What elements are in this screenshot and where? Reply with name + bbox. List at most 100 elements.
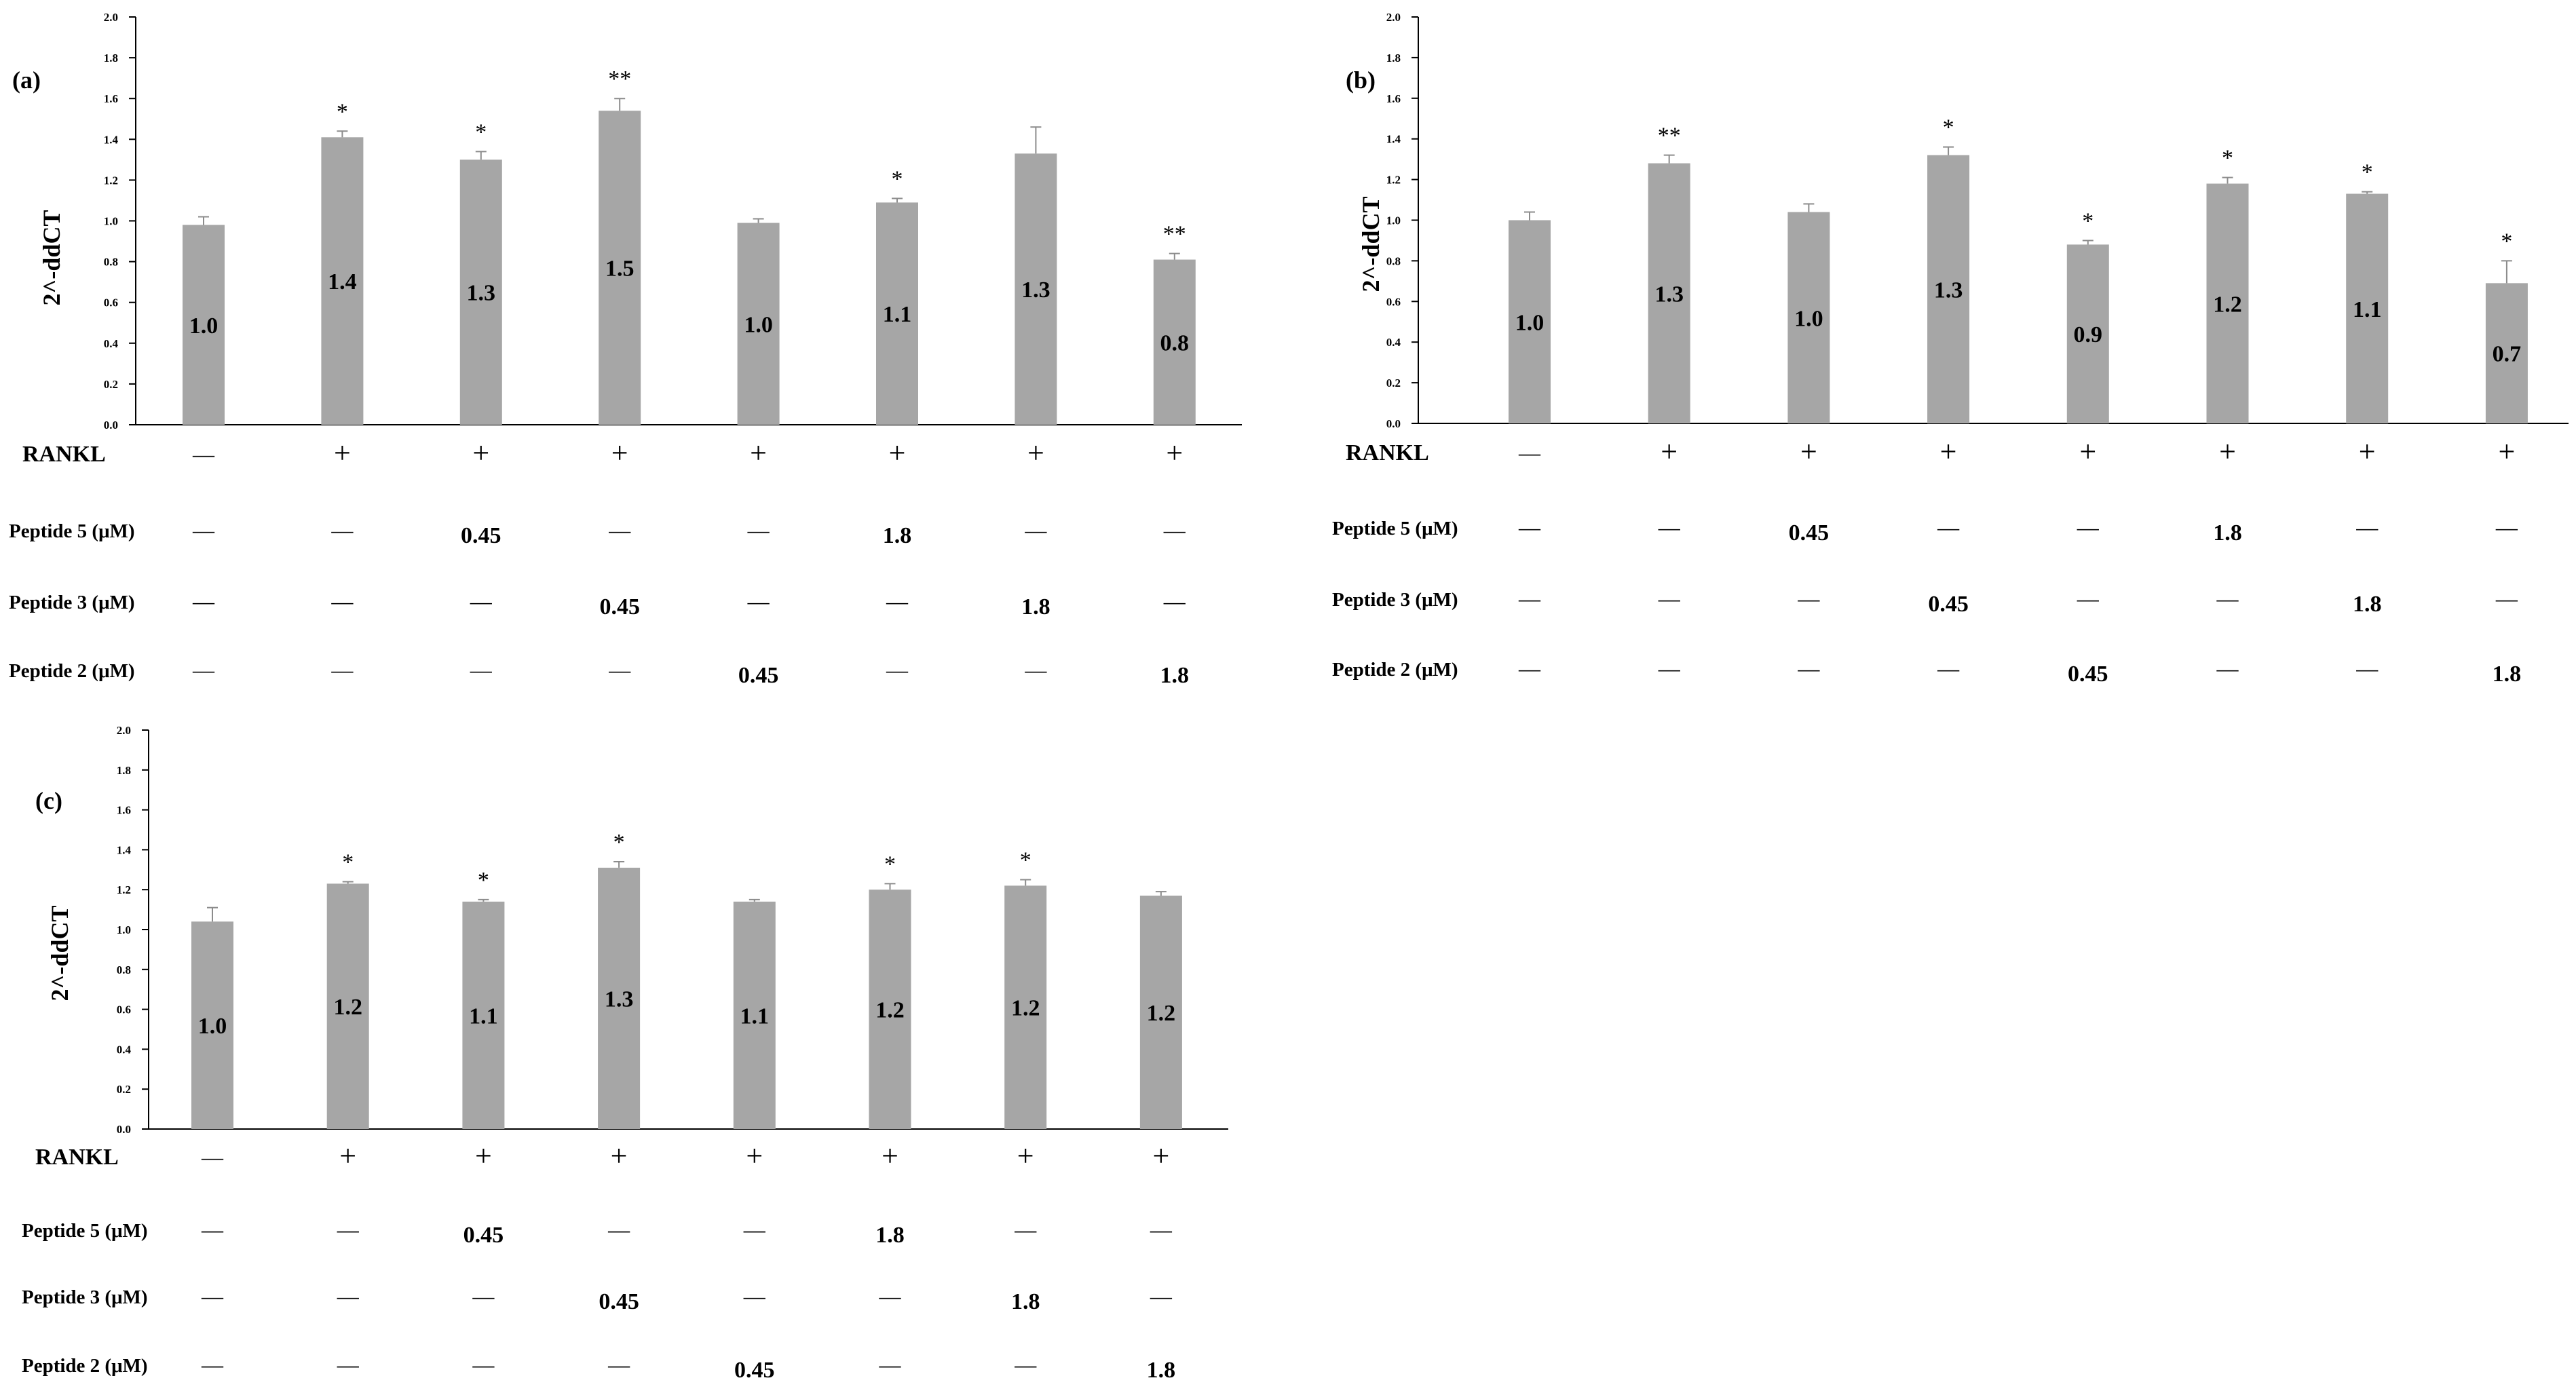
y-tick-label: 1.0 (117, 923, 131, 936)
table-cell: — (192, 657, 215, 682)
table-cell: + (1152, 1139, 1169, 1172)
bar (191, 921, 233, 1129)
table-cell: 1.8 (2493, 662, 2522, 687)
data-label: 1.5 (605, 256, 634, 282)
table-cell: 0.45 (599, 594, 640, 619)
panel-label: (a) (12, 66, 41, 94)
table-row-label: Peptide 3 (μM) (1332, 589, 1458, 611)
bar (876, 202, 918, 425)
table-cell: — (2495, 515, 2518, 539)
y-tick-label: 2.0 (117, 724, 131, 737)
table-cell: — (2355, 656, 2379, 681)
table-row-label: Peptide 2 (μM) (9, 660, 135, 682)
bar (1787, 212, 1830, 423)
table-cell: — (192, 589, 215, 613)
table-row-label: RANKL (22, 442, 106, 467)
bar (1139, 896, 1182, 1129)
y-tick-label: 0.6 (117, 1004, 131, 1016)
y-tick-label: 2.0 (104, 11, 118, 24)
table-row-label: Peptide 5 (μM) (22, 1220, 148, 1242)
table-cell: 1.8 (875, 1223, 905, 1248)
table-cell: 0.45 (738, 663, 779, 688)
significance-marker: * (2362, 160, 2373, 185)
table-cell: + (611, 436, 628, 470)
bar (321, 137, 364, 425)
panel-label: (c) (35, 787, 62, 814)
table-cell: — (1163, 518, 1186, 542)
y-tick-label: 0.8 (1386, 254, 1401, 267)
bar (599, 111, 641, 425)
y-axis-label: 2^-ddCT (46, 906, 73, 1001)
table-cell: — (330, 657, 354, 682)
table-row-label: Peptide 5 (μM) (9, 520, 135, 542)
table-row-label: Peptide 2 (μM) (22, 1355, 148, 1377)
panel-label: (b) (1346, 66, 1376, 94)
y-tick-label: 1.6 (117, 804, 131, 817)
table-row-label: RANKL (1346, 440, 1429, 465)
table-cell: 0.45 (463, 1223, 504, 1248)
table-cell: — (607, 1217, 630, 1242)
table-cell: — (337, 1352, 360, 1377)
y-tick-label: 2.0 (1386, 11, 1401, 24)
y-tick-label: 1.4 (104, 133, 119, 146)
y-tick-label: 1.0 (1386, 214, 1401, 227)
table-cell: — (886, 657, 909, 682)
y-tick-label: 0.8 (117, 963, 131, 976)
table-cell: + (2359, 435, 2376, 468)
table-cell: — (470, 589, 493, 613)
table-cell: + (1017, 1139, 1034, 1172)
table-row-label: Peptide 5 (μM) (1332, 518, 1458, 539)
y-tick-label: 0.4 (1386, 336, 1401, 349)
table-cell: + (2219, 435, 2236, 468)
table-cell: — (1163, 589, 1186, 613)
table-cell: + (2079, 435, 2096, 468)
table-cell: + (1940, 435, 1957, 468)
table-cell: + (882, 1139, 898, 1172)
y-tick-label: 1.0 (104, 215, 118, 228)
table-cell: + (339, 1139, 356, 1172)
data-label: 1.3 (1021, 278, 1050, 303)
table-cell: — (1518, 515, 1541, 539)
data-label: 1.2 (333, 995, 362, 1020)
table-cell: 0.45 (1789, 520, 1830, 546)
table-cell: — (337, 1217, 360, 1242)
table-cell: 0.45 (599, 1289, 639, 1314)
table-cell: — (607, 1352, 630, 1377)
data-label: 0.8 (1160, 330, 1190, 356)
bar (2206, 183, 2249, 423)
significance-marker: ** (1163, 222, 1186, 247)
table-cell: — (201, 1352, 224, 1377)
table-cell: — (192, 442, 215, 466)
significance-marker: * (884, 852, 896, 877)
y-tick-label: 0.0 (104, 419, 118, 432)
panel-b: (b) 2^-ddCT 0.0 0.2 0.4 0.6 0.8 1.0 1.2 1.4 1.6 1… (1332, 11, 2569, 687)
table-cell: — (2077, 515, 2100, 539)
table-cell: — (879, 1352, 902, 1377)
y-tick-label: 1.2 (1386, 174, 1401, 187)
significance-marker: * (1943, 115, 1954, 140)
table-cell: + (1166, 436, 1183, 470)
table-cell: — (1797, 656, 1820, 681)
data-label: 1.4 (328, 269, 357, 294)
table-cell: + (472, 436, 489, 470)
table-cell: — (2355, 515, 2379, 539)
bar (1509, 220, 1551, 423)
table-cell: — (1658, 656, 1681, 681)
data-label: 1.0 (1515, 310, 1545, 335)
table-cell: — (337, 1284, 360, 1308)
bar (598, 867, 641, 1129)
y-tick-label: 1.8 (1386, 52, 1401, 64)
table-cell: + (2498, 435, 2515, 468)
table-cell: — (201, 1145, 224, 1169)
y-tick-label: 0.6 (104, 297, 118, 309)
significance-marker: * (892, 166, 903, 191)
bar (462, 901, 505, 1129)
table-cell: — (330, 518, 354, 542)
data-label: 1.1 (740, 1004, 770, 1029)
bar (326, 883, 369, 1129)
table-cell: — (2216, 656, 2239, 681)
table-cell: — (743, 1217, 766, 1242)
table-cell: + (1027, 436, 1044, 470)
data-label: 1.0 (198, 1014, 227, 1039)
